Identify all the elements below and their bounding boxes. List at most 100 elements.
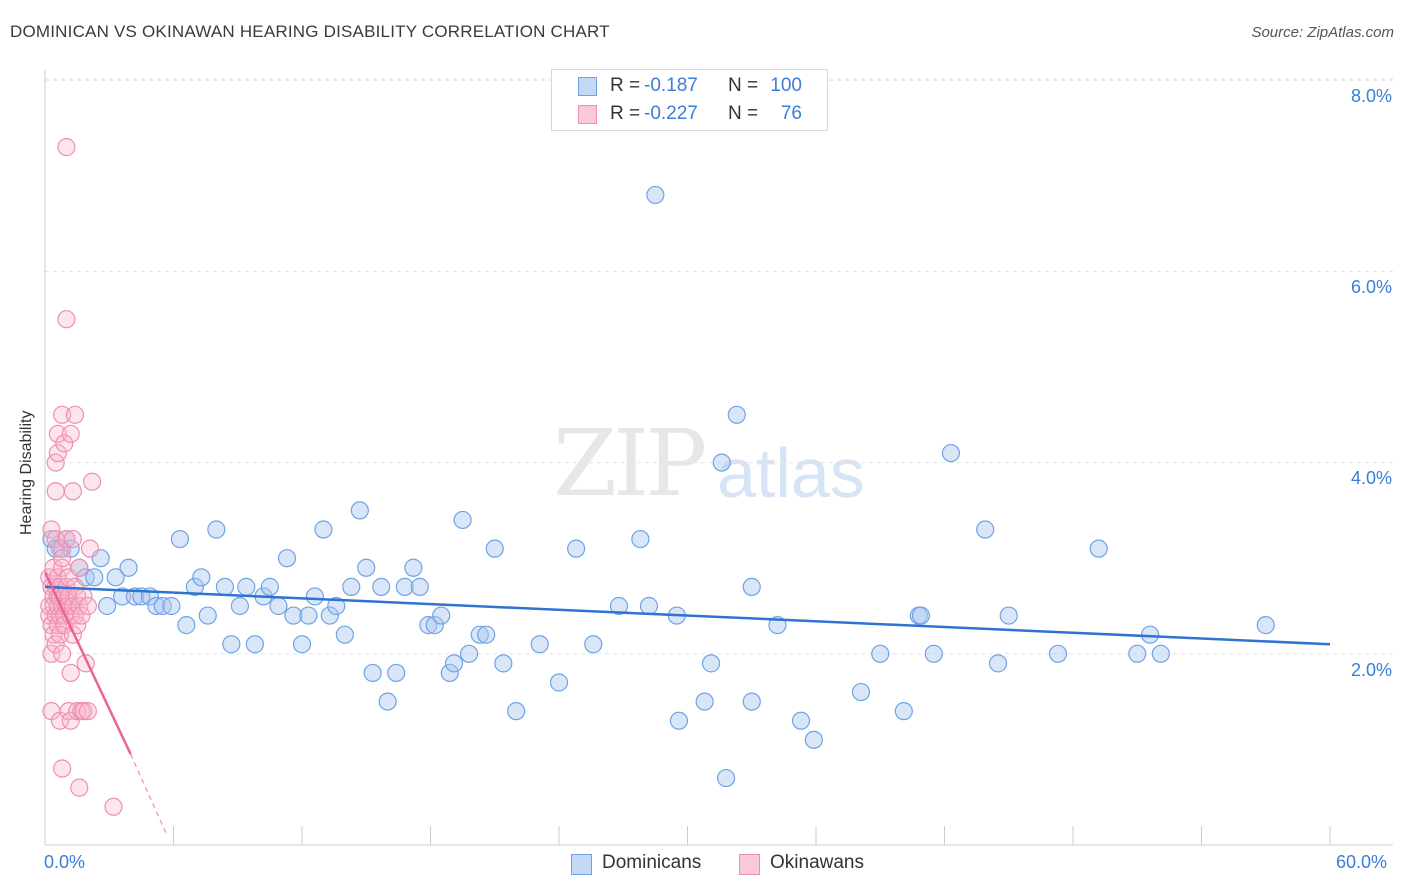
dominican-point	[485, 539, 504, 558]
dominican-point	[245, 635, 264, 654]
dominican-point	[791, 711, 811, 730]
okinawan-point	[55, 434, 74, 453]
dominican-point	[609, 596, 629, 616]
okinawan-point	[70, 778, 89, 797]
okinawan-point	[46, 635, 65, 654]
dominican-point	[106, 568, 125, 587]
dominican-point	[924, 644, 943, 663]
n-value: 76	[780, 103, 802, 124]
okinawan-point	[61, 663, 80, 683]
dominican-point	[727, 405, 746, 424]
dominican-point	[871, 644, 890, 663]
okinawan-trend-line	[43, 572, 132, 755]
r-label: R =	[610, 75, 641, 96]
watermark-atlas: atlas	[717, 434, 865, 512]
dominican-point	[669, 711, 689, 730]
x-tick-label: 0.0%	[44, 852, 86, 872]
okinawan-point	[48, 443, 67, 463]
dominican-point	[162, 596, 181, 616]
legend-swatch-blue	[571, 854, 592, 875]
r-value: -0.187	[644, 75, 698, 96]
dominican-point	[198, 606, 217, 625]
okinawan-point	[63, 529, 82, 549]
dominican-point	[335, 625, 354, 644]
dominican-point	[851, 682, 871, 702]
dominican-point	[404, 558, 423, 577]
okinawan-point	[78, 702, 97, 721]
dominican-point	[567, 539, 586, 558]
dominican-point	[277, 549, 297, 568]
dominican-point	[85, 568, 104, 587]
okinawan-point	[48, 424, 67, 444]
r-label: R =	[610, 103, 641, 124]
okinawan-point	[46, 482, 65, 501]
dominican-point	[1151, 644, 1170, 663]
dominican-point	[284, 606, 303, 625]
dominican-point	[363, 663, 382, 683]
legend-row-okinawans: R = -0.227 N = 76	[552, 101, 827, 127]
chart-title: DOMINICAN VS OKINAWAN HEARING DISABILITY…	[10, 22, 610, 41]
okinawan-point	[53, 549, 72, 568]
dominican-point	[314, 520, 333, 539]
dominican-point	[470, 625, 489, 644]
okinawan-point	[53, 644, 72, 663]
okinawan-point	[78, 596, 97, 616]
dominican-point	[112, 587, 132, 606]
okinawan-point	[83, 472, 102, 491]
okinawan-point	[53, 405, 72, 424]
y-tick-label: 8.0%	[1350, 86, 1392, 106]
dominican-point	[742, 692, 761, 711]
dominican-point	[230, 596, 249, 616]
okinawan-point	[63, 482, 82, 501]
dominican-point	[1048, 644, 1068, 663]
legend-label: Okinawans	[770, 852, 864, 873]
dominican-point	[911, 606, 931, 625]
dominican-point	[185, 577, 205, 596]
y-tick-label: 4.0%	[1350, 468, 1392, 488]
dominican-point	[1128, 644, 1147, 663]
okinawan-point	[104, 797, 123, 816]
okinawan-point	[72, 606, 91, 625]
dominican-point	[177, 616, 196, 635]
dominican-point	[941, 443, 961, 463]
dominican-point	[549, 673, 569, 692]
dominican-point	[327, 596, 346, 616]
dominican-point	[646, 185, 665, 205]
dominican-point	[222, 635, 241, 654]
y-tick-label: 6.0%	[1350, 277, 1392, 297]
okinawan-point	[70, 558, 89, 577]
dominican-point	[237, 577, 256, 596]
dominican-point	[350, 501, 369, 520]
dominican-point	[477, 625, 496, 644]
okinawan-point	[53, 759, 72, 778]
dominican-point	[695, 692, 714, 711]
okinawan-point	[74, 702, 93, 721]
n-value: 100	[770, 75, 802, 96]
dominican-point	[305, 587, 324, 606]
legend-swatch-pink	[578, 105, 597, 124]
dominican-point	[1256, 616, 1275, 635]
correlation-legend: R = -0.187 N = 100 R = -0.227 N = 76	[551, 69, 828, 131]
dominican-point	[292, 635, 312, 654]
dominican-point	[378, 692, 397, 711]
dominican-point	[425, 616, 444, 635]
dominican-point	[395, 577, 414, 596]
okinawan-point	[42, 644, 61, 663]
dominican-point	[98, 596, 117, 616]
dominican-point	[207, 520, 226, 539]
dominican-point	[976, 520, 995, 539]
dominican-point	[507, 702, 526, 721]
dominican-point	[440, 663, 459, 683]
okinawan-point	[57, 138, 76, 157]
legend-row-dominicans: R = -0.187 N = 100	[552, 73, 827, 99]
dominican-point	[432, 606, 451, 625]
dominican-point	[260, 577, 279, 596]
dominican-point	[804, 730, 823, 749]
legend-swatch-blue	[578, 77, 597, 96]
okinawan-point	[61, 424, 80, 444]
legend-label: Dominicans	[602, 852, 702, 873]
okinawan-point	[57, 310, 76, 329]
dominican-point	[584, 635, 603, 654]
y-tick-label: 2.0%	[1350, 660, 1392, 680]
